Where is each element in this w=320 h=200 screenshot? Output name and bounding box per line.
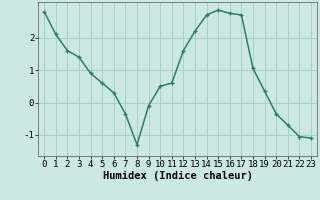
X-axis label: Humidex (Indice chaleur): Humidex (Indice chaleur) [103, 171, 252, 181]
